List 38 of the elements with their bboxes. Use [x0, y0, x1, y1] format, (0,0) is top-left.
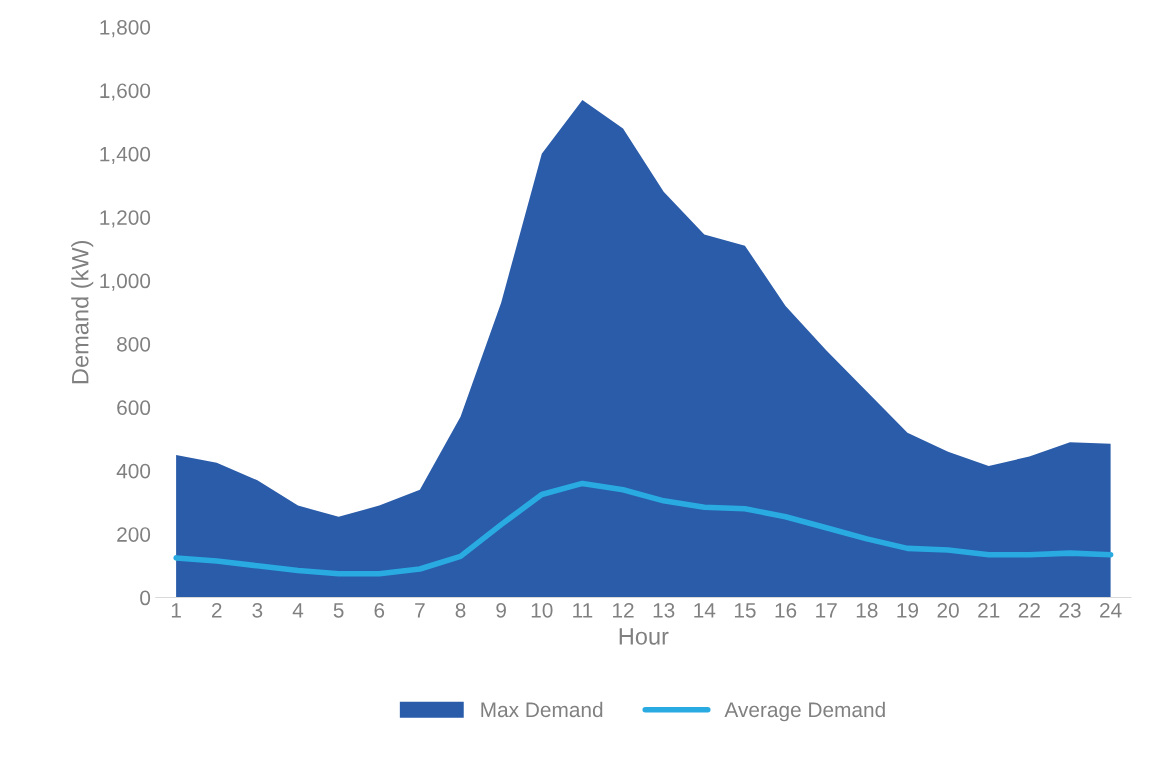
x-tick-label: 14: [694, 603, 716, 618]
x-tick-label: 22: [1018, 602, 1040, 618]
x-tick-label: 5: [333, 603, 344, 618]
y-tick-label: 1,200: [100, 210, 151, 228]
x-tick-label: 19: [897, 602, 919, 618]
x-tick-label: 7: [415, 603, 425, 618]
x-tick-label: 12: [613, 602, 634, 618]
x-tick-label: 3: [252, 602, 263, 618]
y-tick-label: 1,800: [100, 19, 151, 38]
x-tick-label: 11: [573, 603, 593, 618]
y-tick-label: 200: [117, 527, 151, 542]
x-axis-title: Hour: [619, 628, 669, 645]
x-tick-label: 9: [496, 602, 506, 618]
y-tick-label: 600: [117, 400, 151, 416]
x-tick-label: 15: [734, 603, 756, 618]
y-tick-label: 800: [117, 336, 151, 352]
x-tick-label: 18: [856, 602, 878, 618]
x-tick-label: 1: [171, 603, 181, 618]
y-axis-title: Demand (kW): [71, 240, 94, 384]
x-tick-label: 13: [653, 602, 675, 618]
x-tick-label: 20: [937, 602, 959, 618]
x-tick-label: 10: [531, 602, 553, 618]
x-tick-label: 23: [1059, 602, 1081, 618]
legend-label: Average Demand: [724, 701, 885, 722]
y-tick-label: 1,000: [100, 273, 151, 291]
x-tick-label: 4: [292, 603, 304, 618]
x-tick-label: 2: [211, 602, 222, 618]
y-tick-label: 1,600: [100, 83, 151, 101]
y-tick-label: 400: [116, 463, 151, 479]
x-tick-label: 24: [1100, 602, 1122, 618]
x-tick-label: 6: [374, 602, 385, 618]
x-tick-label: 17: [816, 603, 837, 618]
x-tick-label: 21: [978, 602, 1000, 618]
x-tick-label: 8: [455, 602, 466, 618]
y-tick-label: 1,400: [100, 146, 151, 164]
x-tick-label: 16: [775, 602, 797, 618]
legend-label: Max Demand: [481, 701, 603, 718]
y-tick-label: 0: [140, 590, 151, 606]
